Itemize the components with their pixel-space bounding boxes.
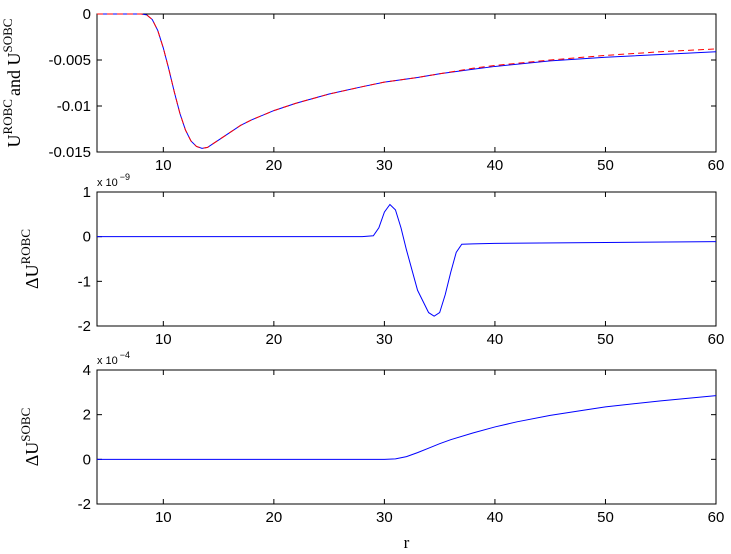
y-tick-label: -2	[78, 318, 91, 335]
y-tick-label: -0.005	[48, 52, 91, 69]
x-tick-label: 20	[266, 331, 283, 348]
y-axis-label-part: U	[4, 134, 24, 147]
x-tick-label: 30	[376, 509, 393, 526]
y-axis-label-sup: SOBC	[18, 408, 33, 442]
y-tick-label: 0	[83, 451, 91, 468]
y-tick-label: 2	[83, 407, 91, 424]
multiplier-exponent: −4	[120, 350, 130, 360]
x-tick-label: 20	[266, 509, 283, 526]
axes-box	[96, 369, 717, 505]
y-axis-label-sup: ROBC	[0, 99, 15, 134]
data-line	[97, 13, 717, 149]
y-axis-label: UROBC and USOBC	[0, 19, 24, 148]
y-tick-label: -0.01	[57, 98, 91, 115]
data-line	[97, 395, 717, 460]
y-tick-label: -2	[78, 496, 91, 513]
y-tick-label: 0	[83, 6, 91, 23]
y-axis-label-part: and U	[4, 53, 24, 97]
x-tick-label: 40	[487, 509, 504, 526]
x-tick-label: 10	[155, 509, 172, 526]
x-tick-label: 60	[708, 157, 725, 174]
multiplier-base: x 10	[97, 355, 118, 367]
axis-multiplier: x 10 −9	[97, 172, 130, 189]
y-tick-label: 1	[83, 184, 91, 201]
axes-box	[96, 13, 717, 153]
x-axis-label: r	[404, 533, 410, 552]
x-tick-label: 40	[487, 331, 504, 348]
multiplier-exponent: −9	[120, 172, 130, 182]
x-tick-label: 20	[266, 157, 283, 174]
data-line	[97, 203, 717, 317]
y-axis-label: ΔUSOBC	[18, 408, 42, 467]
x-tick-label: 10	[155, 157, 172, 174]
x-tick-label: 40	[487, 157, 504, 174]
x-tick-label: 50	[597, 157, 614, 174]
axes-box	[96, 191, 717, 327]
x-tick-label: 50	[597, 331, 614, 348]
x-tick-label: 30	[376, 331, 393, 348]
x-tick-label: 60	[708, 509, 725, 526]
y-tick-label: 4	[83, 362, 91, 379]
x-tick-label: 50	[597, 509, 614, 526]
y-axis-label-sup: ROBC	[18, 229, 33, 264]
y-tick-label: 0	[83, 229, 91, 246]
x-tick-label: 30	[376, 157, 393, 174]
y-axis-label-part: ΔU	[22, 264, 42, 289]
y-axis-label-part: ΔU	[22, 442, 42, 467]
y-tick-label: -0.015	[48, 144, 91, 161]
y-axis-label: ΔUROBC	[18, 229, 42, 289]
axis-multiplier: x 10 −4	[97, 350, 130, 367]
y-tick-label: -1	[78, 273, 91, 290]
x-tick-label: 60	[708, 331, 725, 348]
y-axis-label-sup: SOBC	[0, 19, 15, 53]
x-tick-label: 10	[155, 331, 172, 348]
multiplier-base: x 10	[97, 177, 118, 189]
